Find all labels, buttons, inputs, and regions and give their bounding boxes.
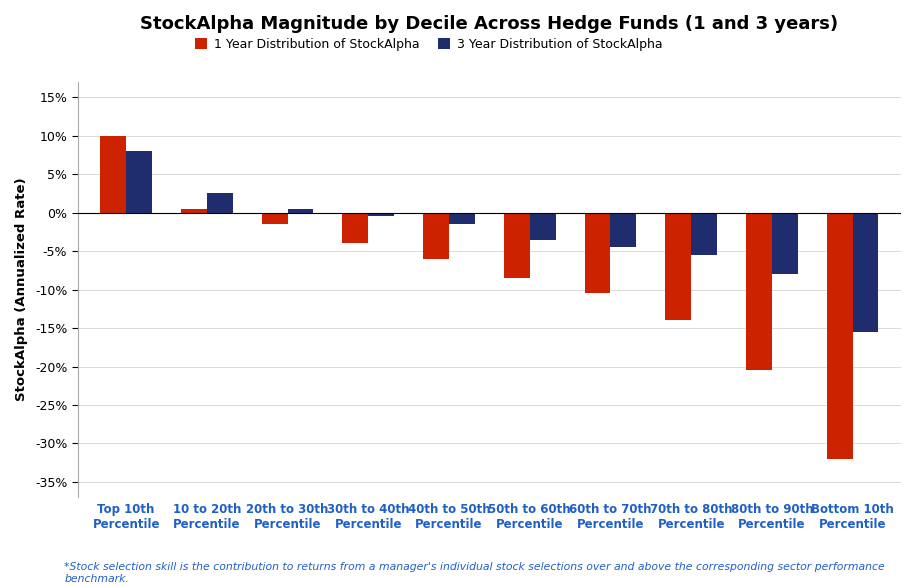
Bar bbox=[343, 212, 368, 244]
Bar bbox=[262, 212, 288, 224]
Bar bbox=[504, 212, 529, 278]
Bar bbox=[853, 212, 878, 332]
Title: StockAlpha Magnitude by Decile Across Hedge Funds (1 and 3 years): StockAlpha Magnitude by Decile Across He… bbox=[140, 15, 838, 33]
Bar bbox=[529, 212, 555, 239]
Bar bbox=[610, 212, 637, 247]
Bar bbox=[665, 212, 692, 321]
Text: *Stock selection skill is the contribution to returns from a manager's individua: *Stock selection skill is the contributi… bbox=[64, 562, 885, 584]
Bar bbox=[368, 212, 394, 217]
Bar bbox=[423, 212, 449, 259]
Bar bbox=[126, 151, 152, 212]
Bar bbox=[827, 212, 853, 459]
Bar bbox=[207, 193, 233, 212]
Bar bbox=[288, 209, 313, 212]
Legend: 1 Year Distribution of StockAlpha, 3 Year Distribution of StockAlpha: 1 Year Distribution of StockAlpha, 3 Yea… bbox=[191, 34, 666, 55]
Bar bbox=[584, 212, 610, 294]
Bar bbox=[449, 212, 474, 224]
Bar bbox=[772, 212, 798, 274]
Bar bbox=[746, 212, 772, 370]
Bar bbox=[101, 136, 126, 212]
Y-axis label: StockAlpha (Annualized Rate): StockAlpha (Annualized Rate) bbox=[15, 178, 28, 402]
Bar bbox=[181, 209, 207, 212]
Bar bbox=[692, 212, 717, 255]
